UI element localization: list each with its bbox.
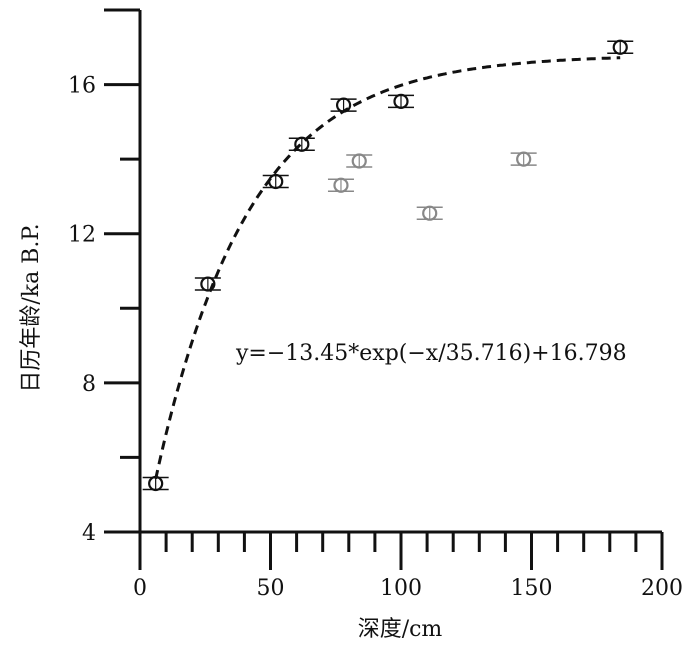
- data-point-fitted: [330, 97, 357, 113]
- x-axis-label: 深度/cm: [358, 617, 443, 642]
- point-marker: [294, 136, 310, 152]
- point-marker: [612, 39, 628, 55]
- y-tick-label: 12: [68, 223, 96, 248]
- x-tick-label: 50: [257, 576, 285, 601]
- data-point-fitted: [194, 276, 221, 292]
- point-marker: [200, 276, 216, 292]
- point-marker: [516, 151, 532, 167]
- point-marker: [333, 177, 349, 193]
- axes: 0 50 100 150 200 4 8 12 16: [68, 8, 683, 601]
- data-point-excluded: [346, 153, 373, 169]
- point-marker: [393, 93, 409, 109]
- data-point-fitted: [607, 39, 634, 55]
- data-point-fitted: [288, 136, 315, 152]
- y-tick-label: 8: [82, 372, 96, 397]
- x-tick-label: 150: [511, 576, 553, 601]
- data-point-excluded: [416, 205, 443, 221]
- x-tick-label: 200: [641, 576, 683, 601]
- point-marker: [351, 153, 367, 169]
- x-tick-label: 100: [380, 576, 422, 601]
- point-marker: [148, 475, 164, 492]
- data-point-fitted: [262, 173, 289, 190]
- y-tick-label: 4: [82, 521, 96, 546]
- x-tick-label: 0: [133, 576, 147, 601]
- point-marker: [422, 205, 438, 221]
- fit-curve: [154, 56, 621, 480]
- y-axis-label: 日历年龄/ka B.P.: [19, 223, 44, 392]
- y-tick-label: 16: [68, 74, 96, 99]
- point-marker: [268, 173, 284, 190]
- data-points: [142, 39, 634, 492]
- data-point-fitted: [142, 475, 169, 492]
- fit-equation: y=−13.45*exp(−x/35.716)+16.798: [235, 341, 627, 366]
- data-point-fitted: [388, 93, 414, 109]
- data-point-excluded: [510, 151, 537, 167]
- data-point-excluded: [327, 177, 354, 193]
- point-marker: [335, 97, 352, 113]
